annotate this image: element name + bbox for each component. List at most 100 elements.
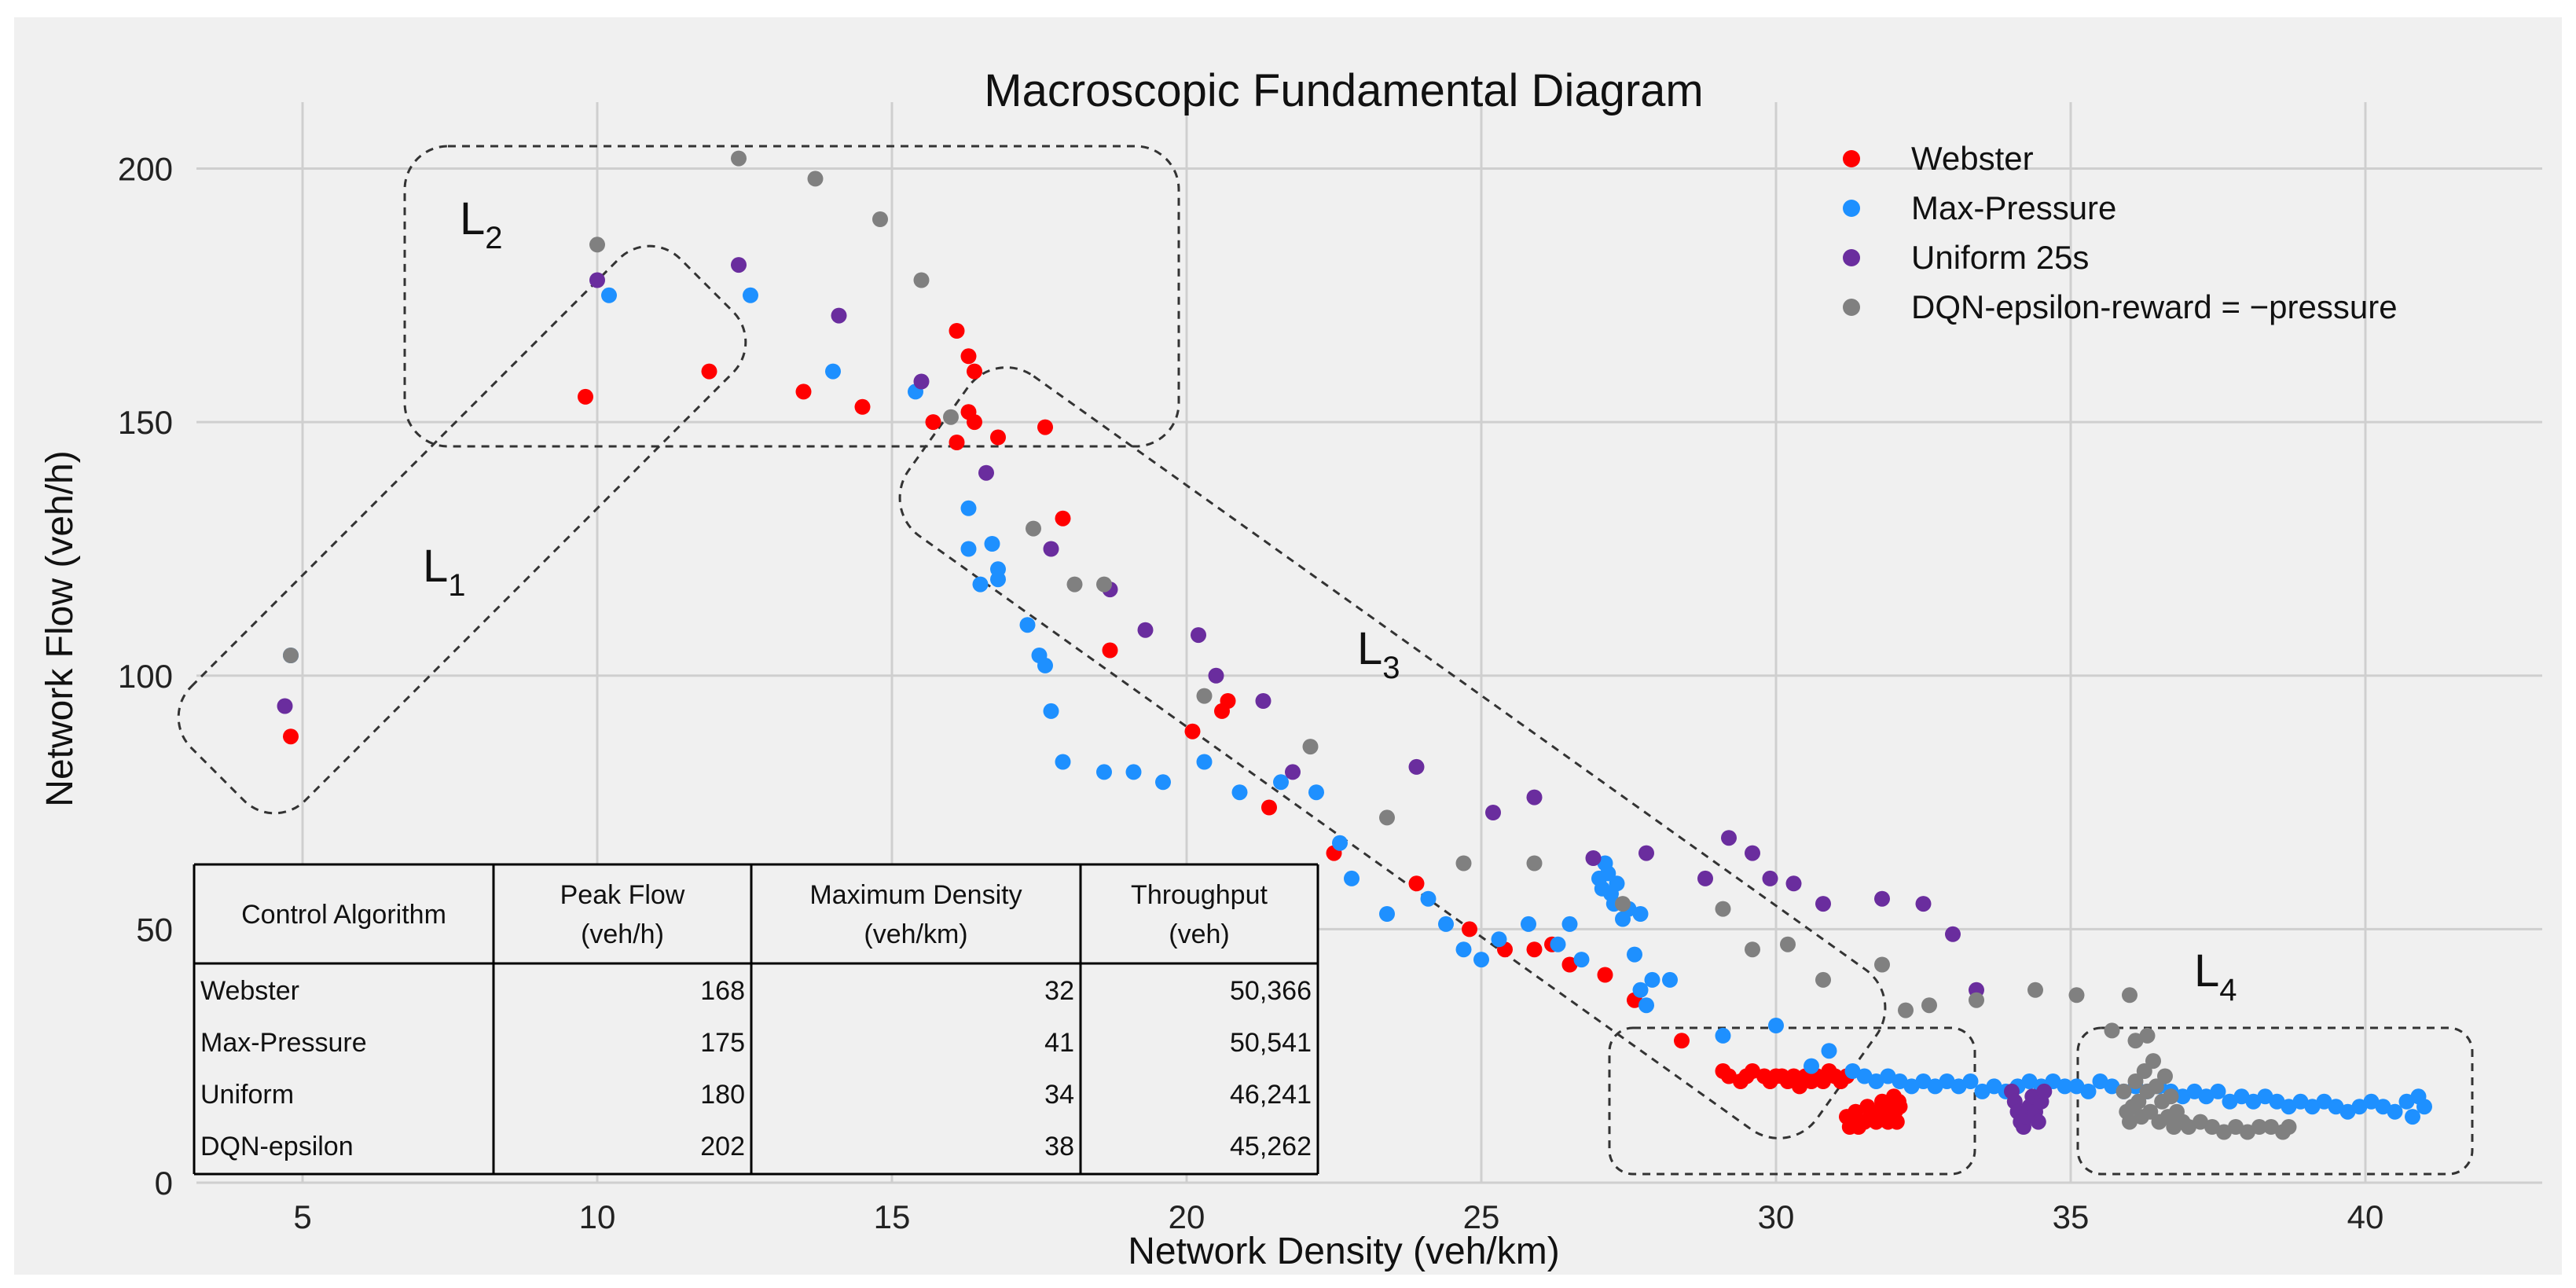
data-point <box>1821 1043 1837 1059</box>
data-point <box>1974 1083 1991 1099</box>
table-cell: 46,241 <box>1230 1080 1312 1110</box>
data-point <box>1055 510 1071 527</box>
data-point <box>1037 657 1053 673</box>
data-point <box>1526 855 1543 872</box>
data-point <box>1986 1078 2002 1095</box>
data-point <box>578 388 593 405</box>
data-point <box>831 307 847 324</box>
legend-label: Max-Pressure <box>1911 189 2116 226</box>
data-point <box>872 211 888 227</box>
data-point <box>1526 941 1543 958</box>
data-point <box>2068 987 2085 1004</box>
data-point <box>1096 576 1112 593</box>
data-point <box>1785 875 1802 892</box>
x-tick-label: 15 <box>874 1198 911 1235</box>
data-point <box>1745 1063 1760 1079</box>
data-point <box>1055 754 1071 770</box>
data-point <box>1196 688 1213 704</box>
data-point <box>2416 1099 2432 1115</box>
data-point <box>960 541 977 557</box>
x-tick-label: 40 <box>2347 1198 2384 1235</box>
data-point <box>1043 703 1059 719</box>
data-point <box>2328 1099 2344 1115</box>
region-L1 <box>177 244 747 815</box>
table-cell: Webster <box>200 976 299 1006</box>
data-point <box>1721 1068 1737 1084</box>
data-point <box>2363 1093 2380 1110</box>
data-point <box>1815 971 1831 988</box>
data-point <box>807 171 824 187</box>
data-point <box>1762 870 1778 886</box>
data-point <box>2148 1078 2164 1095</box>
legend-marker <box>1843 150 1860 167</box>
data-point <box>2080 1083 2097 1099</box>
data-point <box>1780 936 1796 952</box>
data-point <box>1915 896 1932 912</box>
data-point <box>1273 774 1289 791</box>
data-point <box>1521 916 1536 932</box>
data-point <box>2030 1114 2046 1130</box>
table-cell: 168 <box>700 976 745 1006</box>
legend-label: Webster <box>1911 140 2034 177</box>
table-header-cell: (veh/km) <box>864 919 967 949</box>
data-point <box>1962 1073 1979 1089</box>
data-point <box>913 373 930 390</box>
data-point <box>1379 809 1395 826</box>
legend-label: Uniform 25s <box>1911 239 2089 276</box>
data-point <box>990 429 1006 446</box>
legend-marker <box>1843 249 1860 266</box>
data-point <box>1408 758 1425 775</box>
data-point <box>1125 764 1142 780</box>
data-point <box>2292 1093 2309 1110</box>
data-point <box>1892 1099 1908 1115</box>
data-point <box>972 576 989 593</box>
data-point <box>1462 921 1477 938</box>
region-L2-outline <box>403 145 1180 448</box>
data-point <box>277 698 293 714</box>
data-point <box>1939 1073 1955 1089</box>
data-point <box>589 272 605 288</box>
data-point <box>601 287 617 303</box>
data-point <box>1874 890 1890 907</box>
region-L1-outline <box>177 244 747 815</box>
data-point <box>1196 754 1213 770</box>
data-point <box>2163 1088 2179 1105</box>
data-point <box>1632 906 1649 922</box>
data-point <box>960 348 977 365</box>
data-point <box>1915 1073 1932 1089</box>
data-point <box>1844 1063 1861 1079</box>
data-point <box>2045 1073 2061 1089</box>
data-point <box>854 398 871 415</box>
data-point <box>1379 906 1395 922</box>
data-point <box>2304 1099 2321 1115</box>
data-point <box>1026 520 1041 537</box>
data-point <box>1898 1002 1914 1018</box>
data-point <box>2257 1088 2273 1105</box>
data-point <box>1609 875 1625 892</box>
x-tick-label: 10 <box>579 1198 616 1235</box>
data-point <box>1585 850 1602 866</box>
data-point <box>2104 1078 2120 1095</box>
region-L4a-outline <box>1608 1026 1976 1176</box>
data-point <box>1597 967 1613 983</box>
data-point <box>1220 693 1236 709</box>
y-tick-label: 150 <box>118 404 173 441</box>
series-2 <box>277 257 2053 1135</box>
data-point <box>2398 1093 2415 1110</box>
data-point <box>1715 1027 1731 1044</box>
data-point <box>1561 956 1578 973</box>
data-point <box>2228 1119 2244 1135</box>
data-point <box>1473 952 1489 968</box>
data-point <box>1255 693 1271 709</box>
data-point <box>1019 617 1036 633</box>
data-point <box>1308 784 1324 801</box>
data-point <box>2339 1103 2356 1120</box>
summary-table: Control Algorithm Peak Flow (veh/h) Maximum… <box>193 863 1319 1176</box>
region-label-L2: L2 <box>460 193 503 255</box>
data-point <box>925 414 941 431</box>
data-point <box>1037 419 1053 435</box>
data-point <box>967 363 982 380</box>
data-point <box>1662 971 1678 988</box>
